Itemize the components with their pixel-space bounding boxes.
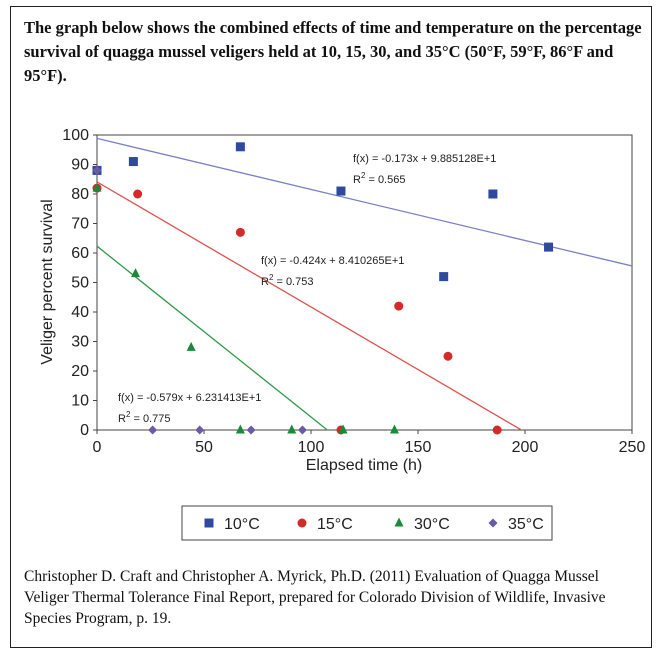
y-tick-label: 100 <box>62 127 89 144</box>
fit-equation: f(x) = -0.173x + 9.885128E+1 <box>353 153 496 165</box>
trend-line <box>97 137 632 267</box>
data-point <box>492 425 502 435</box>
x-tick-label: 100 <box>298 439 325 456</box>
y-tick-label: 50 <box>71 275 89 292</box>
x-tick-label: 0 <box>93 439 102 456</box>
data-point <box>92 182 102 192</box>
y-tick-label: 90 <box>71 157 89 174</box>
y-axis-title: Veliger percent survival <box>39 199 56 364</box>
data-point <box>297 425 307 435</box>
figure-frame <box>10 6 652 648</box>
figure-heading: The graph below shows the combined effec… <box>24 18 642 85</box>
fit-equation: f(x) = -0.424x + 8.410265E+1 <box>261 255 404 267</box>
x-axis-title: Elapsed time (h) <box>306 457 423 474</box>
data-points <box>92 142 554 435</box>
trend-line <box>97 181 523 430</box>
data-point <box>235 424 245 434</box>
y-tick-label: 20 <box>71 363 89 380</box>
fit-r-squared: R2 = 0.565 <box>353 171 405 186</box>
trend-line <box>97 245 329 430</box>
y-tick-label: 40 <box>71 304 89 321</box>
legend: 10°C 15°C 30°C 35°C <box>181 505 553 541</box>
data-point <box>287 424 297 434</box>
x-tick-label: 150 <box>405 439 432 456</box>
legend-label: 35°C <box>508 516 544 533</box>
legend-marker <box>297 518 307 528</box>
legend-marker <box>394 517 404 527</box>
data-point <box>439 272 449 282</box>
plot-area: 0 10 20 30 40 50 60 70 80 90 100 0 50 100 150 200 250 f(x… <box>62 127 646 456</box>
fit-r-squared: R2 = 0.775 <box>118 410 170 425</box>
data-point <box>131 268 141 278</box>
data-point <box>128 157 138 167</box>
y-tick-label: 10 <box>71 393 89 410</box>
y-tick-label: 80 <box>71 186 89 203</box>
data-point <box>488 189 498 199</box>
fit-equation: f(x) = -0.579x + 6.231413E+1 <box>118 392 261 404</box>
data-point <box>133 189 143 199</box>
data-point <box>544 242 554 252</box>
data-point <box>148 425 158 435</box>
y-tick-label: 30 <box>71 334 89 351</box>
x-tick-label: 50 <box>195 439 213 456</box>
data-point <box>186 341 196 351</box>
legend-marker <box>204 518 214 528</box>
data-point <box>92 165 102 175</box>
data-point <box>246 425 256 435</box>
trend-lines <box>97 137 632 430</box>
data-point <box>235 227 245 237</box>
data-point <box>235 142 245 152</box>
y-tick-label: 70 <box>71 216 89 233</box>
data-point <box>443 351 453 361</box>
legend-label: 15°C <box>317 516 353 533</box>
legend-label: 10°C <box>224 516 260 533</box>
y-tick-label: 60 <box>71 245 89 262</box>
data-point <box>195 425 205 435</box>
x-tick-label: 250 <box>619 439 646 456</box>
data-point <box>338 424 348 434</box>
data-point <box>389 424 399 434</box>
data-point <box>394 301 404 311</box>
data-point <box>336 186 346 196</box>
citation: Christopher D. Craft and Christopher A. … <box>24 568 606 627</box>
y-tick-label: 0 <box>80 422 89 439</box>
legend-marker <box>488 518 498 528</box>
x-tick-label: 200 <box>512 439 539 456</box>
fit-r-squared: R2 = 0.753 <box>261 273 313 288</box>
legend-label: 30°C <box>414 516 450 533</box>
